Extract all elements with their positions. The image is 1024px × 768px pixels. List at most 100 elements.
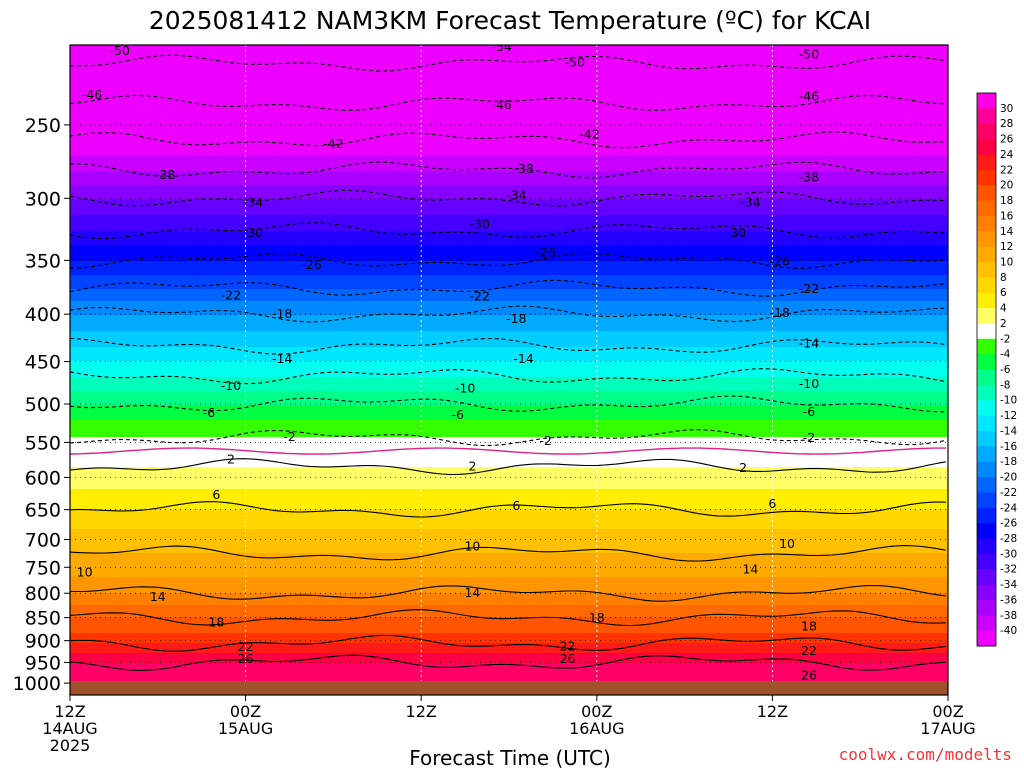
isotherm-label: 26 bbox=[238, 651, 254, 666]
temperature-band bbox=[70, 419, 948, 422]
colorbar-label: -18 bbox=[1000, 456, 1017, 468]
temperature-band bbox=[70, 179, 948, 182]
colorbar-label: -22 bbox=[1000, 487, 1017, 499]
temperature-band bbox=[70, 309, 948, 312]
isotherm-label: -22 bbox=[799, 281, 819, 296]
temperature-band bbox=[70, 665, 948, 668]
isotherm-label: -14 bbox=[799, 335, 819, 350]
temperature-band bbox=[70, 149, 948, 152]
temperature-band bbox=[70, 71, 948, 74]
isotherm-label: -26 bbox=[301, 257, 321, 272]
temperature-band bbox=[70, 491, 948, 494]
isotherm-line bbox=[70, 161, 947, 179]
temperature-band bbox=[70, 65, 948, 68]
temperature-band bbox=[70, 173, 948, 176]
colorbar-swatch bbox=[977, 430, 996, 447]
temperature-band bbox=[70, 145, 948, 148]
temperature-band bbox=[70, 209, 948, 212]
temperature-band bbox=[70, 159, 948, 162]
temperature-band bbox=[70, 461, 948, 464]
isotherm-label: -14 bbox=[513, 351, 533, 366]
colorbar-label: -32 bbox=[1000, 564, 1017, 576]
colorbar-label: -38 bbox=[1000, 610, 1017, 622]
temperature-band bbox=[70, 607, 948, 610]
isotherm-line bbox=[70, 609, 947, 627]
temperature-band bbox=[70, 505, 948, 508]
temperature-band bbox=[70, 181, 948, 184]
temperature-band bbox=[70, 111, 948, 114]
temperature-band bbox=[70, 313, 948, 316]
temperature-band bbox=[70, 611, 948, 614]
colorbar-label: -2 bbox=[1000, 333, 1010, 345]
colorbar-label: 26 bbox=[1000, 134, 1014, 146]
x-tick-label: 12Z bbox=[406, 702, 437, 721]
temperature-band bbox=[70, 93, 948, 96]
y-tick-label: 450 bbox=[25, 352, 61, 374]
temperature-band bbox=[70, 639, 948, 642]
isotherm-contours bbox=[70, 54, 947, 671]
temperature-band bbox=[70, 343, 948, 346]
temperature-band bbox=[70, 63, 948, 66]
temperature-band bbox=[70, 659, 948, 662]
isotherm-label: -50 bbox=[799, 47, 819, 62]
x-tick-label: 00Z bbox=[230, 702, 261, 721]
temperature-band bbox=[70, 587, 948, 590]
temperature-band bbox=[70, 319, 948, 322]
y-tick-label: 850 bbox=[25, 608, 61, 630]
temperature-band bbox=[70, 165, 948, 168]
temperature-band bbox=[70, 121, 948, 124]
temperature-band bbox=[70, 89, 948, 92]
isotherm-label: -54 bbox=[491, 39, 511, 54]
temperature-band bbox=[70, 363, 948, 366]
colorbar-swatch bbox=[977, 169, 996, 186]
temperature-band bbox=[70, 119, 948, 122]
temperature-band bbox=[70, 623, 948, 626]
isotherm-label: -2 bbox=[803, 430, 815, 445]
isotherm-label: 26 bbox=[560, 651, 576, 666]
temperature-band bbox=[70, 213, 948, 216]
temperature-band bbox=[70, 87, 948, 90]
temperature-band bbox=[70, 47, 948, 50]
temperature-band bbox=[70, 399, 948, 402]
colorbar-swatch bbox=[977, 538, 996, 555]
colorbar-swatch bbox=[977, 446, 996, 463]
isotherm-label: -10 bbox=[221, 378, 241, 393]
temperature-band bbox=[70, 45, 948, 48]
temperature-band bbox=[70, 147, 948, 150]
y-axis: 2503003504004505005506006507007508008509… bbox=[13, 115, 70, 695]
colorbar-label: -14 bbox=[1000, 425, 1017, 437]
temperature-band bbox=[70, 517, 948, 520]
colorbar-swatch bbox=[977, 553, 996, 570]
temperature-band bbox=[70, 489, 948, 492]
temperature-band bbox=[70, 573, 948, 576]
temperature-band bbox=[70, 247, 948, 250]
temperature-band bbox=[70, 601, 948, 604]
temperature-band bbox=[70, 163, 948, 166]
temperature-band bbox=[70, 585, 948, 588]
temperature-band bbox=[70, 175, 948, 178]
temperature-band bbox=[70, 245, 948, 248]
temperature-band bbox=[70, 637, 948, 640]
y-tick-label: 800 bbox=[25, 583, 61, 605]
colorbar-label: 14 bbox=[1000, 226, 1014, 238]
temperature-band bbox=[70, 519, 948, 522]
temperature-band bbox=[70, 533, 948, 536]
temperature-band bbox=[70, 633, 948, 636]
colorbar-label: -10 bbox=[1000, 395, 1017, 407]
isotherm-label: -10 bbox=[455, 380, 475, 395]
temperature-band bbox=[70, 575, 948, 578]
x-tick-label: 12Z bbox=[757, 702, 788, 721]
temperature-band bbox=[70, 263, 948, 266]
terrain-band bbox=[70, 681, 948, 695]
temperature-band bbox=[70, 161, 948, 164]
colorbar-label: 22 bbox=[1000, 164, 1013, 176]
temperature-band bbox=[70, 59, 948, 62]
temperature-band bbox=[70, 307, 948, 310]
colorbar-swatch bbox=[977, 369, 996, 386]
temperature-band bbox=[70, 669, 948, 672]
colorbar-label: 20 bbox=[1000, 180, 1013, 192]
temperature-band bbox=[70, 49, 948, 52]
temperature-bands bbox=[70, 45, 948, 695]
temperature-band bbox=[70, 103, 948, 106]
colorbar-swatch bbox=[977, 569, 996, 586]
